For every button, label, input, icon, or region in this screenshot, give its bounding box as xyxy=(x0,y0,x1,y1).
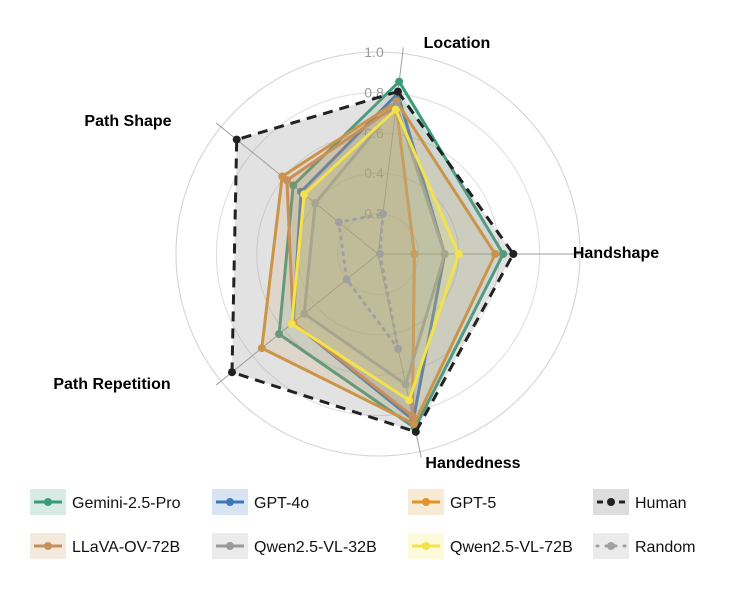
legend-label: Qwen2.5-VL-72B xyxy=(450,539,573,556)
series-qwen2-5-vl-32b xyxy=(300,101,449,389)
legend-item: LLaVA-OV-72B xyxy=(30,533,180,559)
series-point xyxy=(499,250,508,258)
series-point xyxy=(454,250,463,258)
tick-label: 0.4 xyxy=(364,165,384,181)
series-point xyxy=(300,190,309,199)
series-point xyxy=(282,176,291,185)
series-point xyxy=(509,250,518,258)
legend-label: GPT-5 xyxy=(450,495,496,512)
series-point xyxy=(228,368,237,377)
series-point xyxy=(257,344,266,353)
axis-label: Path Shape xyxy=(84,113,171,130)
series-point xyxy=(410,250,419,258)
series-line xyxy=(337,212,400,351)
series-point xyxy=(491,250,500,258)
radar-series xyxy=(228,77,518,436)
series-point xyxy=(395,77,404,86)
series-point xyxy=(275,330,284,339)
legend-swatch-point xyxy=(44,498,52,506)
legend-item: Gemini-2.5-Pro xyxy=(30,489,181,515)
series-point xyxy=(342,275,351,284)
axis-label: Handedness xyxy=(425,455,520,472)
legend-label: Gemini-2.5-Pro xyxy=(72,495,181,512)
series-point xyxy=(411,427,420,436)
legend: Gemini-2.5-Pro GPT-4o GPT-5 Human LLaVA-OV-7… xyxy=(30,489,695,559)
legend-swatch-point xyxy=(226,498,234,506)
legend-swatch-point xyxy=(607,498,615,506)
series-point xyxy=(408,412,417,421)
legend-swatch-point xyxy=(226,542,234,550)
series-human xyxy=(228,87,518,436)
series-point xyxy=(401,380,410,389)
series-random xyxy=(334,209,403,353)
legend-swatch-point xyxy=(422,542,430,550)
series-point xyxy=(378,209,387,218)
axis-label: Handshape xyxy=(573,245,659,262)
series-point xyxy=(334,218,343,227)
series-qwen2-5-vl-72b xyxy=(287,105,463,405)
series-point xyxy=(394,344,403,353)
series-point xyxy=(287,319,296,328)
legend-label: Qwen2.5-VL-32B xyxy=(254,539,377,556)
series-point xyxy=(440,250,449,258)
legend-swatch-point xyxy=(422,498,430,506)
series-point xyxy=(232,135,241,144)
legend-item: Qwen2.5-VL-72B xyxy=(408,533,573,559)
grid-spoke xyxy=(215,122,379,255)
legend-item: Qwen2.5-VL-32B xyxy=(212,533,377,559)
series-point xyxy=(289,181,298,190)
legend-item: GPT-5 xyxy=(408,489,496,515)
legend-item: GPT-4o xyxy=(212,489,309,515)
legend-swatch-point xyxy=(607,542,615,550)
legend-swatch-point xyxy=(44,542,52,550)
series-line xyxy=(230,90,515,434)
series-point xyxy=(410,419,419,428)
legend-label: LLaVA-OV-72B xyxy=(72,539,180,556)
legend-item: Random xyxy=(593,533,695,559)
axis-label: Path Repetition xyxy=(53,376,170,393)
series-point xyxy=(311,199,320,208)
legend-label: GPT-4o xyxy=(254,495,309,512)
legend-item: Human xyxy=(593,489,687,515)
series-point xyxy=(393,87,402,96)
grid-spoke xyxy=(215,253,379,386)
series-point xyxy=(300,309,309,318)
series-llava-ov-72b xyxy=(282,101,419,421)
series-point xyxy=(376,250,385,258)
legend-label: Random xyxy=(635,539,695,556)
series-point xyxy=(391,105,400,114)
series-line xyxy=(277,80,505,430)
series-line xyxy=(285,104,416,418)
series-point xyxy=(405,396,414,405)
legend-label: Human xyxy=(635,495,687,512)
axis-label: Location xyxy=(424,35,491,52)
series-line xyxy=(302,104,447,386)
series-line xyxy=(290,108,461,402)
radar-axis-labels: Location Handshape Handedness Path Repetiti… xyxy=(53,35,659,472)
series-gemini-2-5-pro xyxy=(275,77,508,432)
tick-label: 1.0 xyxy=(364,44,384,60)
